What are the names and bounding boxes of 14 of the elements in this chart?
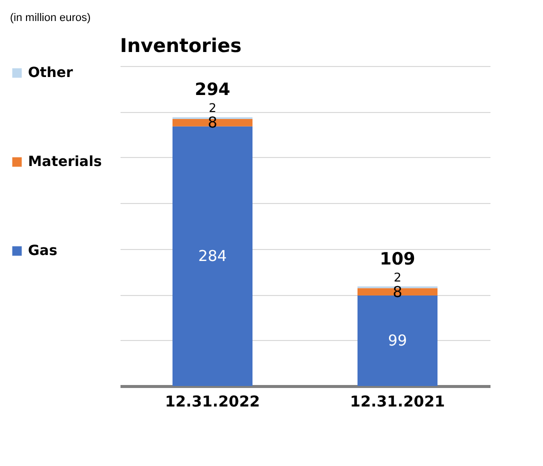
x-tick-label: 12.31.2021 bbox=[350, 392, 445, 410]
total-label: 294 bbox=[194, 80, 230, 100]
bar bbox=[172, 126, 252, 386]
text: (in million euros) bbox=[10, 12, 91, 24]
chart-title: Inventories bbox=[120, 35, 242, 57]
legend-label: Other bbox=[28, 65, 74, 81]
data-label: 2 bbox=[394, 270, 402, 284]
legend-label: Materials bbox=[28, 154, 102, 170]
total-label: 109 bbox=[380, 249, 416, 270]
x-tick-label: 12.31.2022 bbox=[165, 392, 260, 410]
data-label: 284 bbox=[198, 247, 227, 266]
legend-label: Gas bbox=[28, 243, 58, 259]
data-label: 99 bbox=[388, 332, 408, 350]
data-label: 2 bbox=[208, 101, 216, 116]
